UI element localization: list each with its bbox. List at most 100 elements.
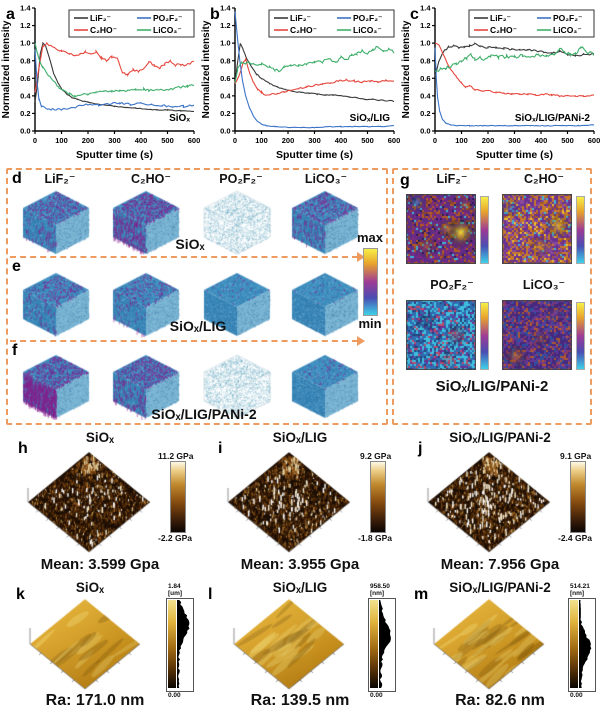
colorbar-max-label: max [356, 230, 384, 245]
g-map-lico3 [502, 300, 572, 370]
svg-text:Normalized intensity: Normalized intensity [201, 20, 212, 118]
svg-text:1.0: 1.0 [20, 39, 30, 48]
ra-label-l: Ra: 139.5 nm [250, 692, 350, 709]
panel-letter-j: j [418, 440, 423, 457]
cube-e-lico [289, 270, 361, 338]
panel-letter-h: h [18, 440, 28, 457]
g-colorbar-lico3 [576, 302, 585, 370]
sample-label-f: SiOₓ/LIG/PANi-2 [151, 406, 257, 422]
panel-letter-b: b [210, 6, 220, 23]
svg-text:0.8: 0.8 [220, 56, 230, 65]
svg-text:1.2: 1.2 [20, 21, 30, 30]
svg-text:0.6: 0.6 [420, 74, 430, 83]
modulus-colorbar-i [370, 461, 386, 533]
topo-title-m: SiOₓ/LIG/PANi-2 [449, 580, 551, 595]
svg-text:1.0: 1.0 [420, 39, 430, 48]
svg-text:100: 100 [255, 136, 268, 145]
modulus-panel-h: h SiOₓ 11.2 GPa -2.2 GPa Mean: 3.599 Gpa [0, 430, 200, 578]
svg-text:1.4: 1.4 [420, 4, 431, 13]
topo-cbar-bottom-l: 0.00 [370, 692, 383, 699]
svg-text:200: 200 [82, 136, 95, 145]
panel-letter-f: f [12, 342, 18, 359]
g-label-c2ho: C₂HO⁻ [524, 172, 564, 186]
panel-letter-d: d [12, 170, 22, 187]
svg-text:0.4: 0.4 [20, 91, 31, 100]
modulus-cbar-bottom-i: -1.8 GPa [358, 533, 393, 543]
svg-text:500: 500 [561, 136, 574, 145]
cube-f-lico [289, 352, 361, 420]
svg-text:LiCO₃⁻: LiCO₃⁻ [153, 25, 182, 35]
topo-surface-m [428, 594, 550, 694]
tof-sims-3d-box: d e f LiF₂⁻ C₂HO⁻ PO₂F₂⁻ LiCO₃⁻ SiOₓ SiO… [6, 168, 388, 425]
panel-letter-l: l [208, 586, 213, 603]
svg-text:0.2: 0.2 [420, 109, 430, 118]
colorbar-min-label: min [358, 316, 382, 331]
svg-text:300: 300 [108, 136, 121, 145]
height-histogram-m [579, 600, 592, 688]
modulus-colorbar-h [170, 461, 186, 533]
cube-e-lif [20, 270, 92, 338]
g-sample-label: SiOₓ/LIG/PANi-2 [435, 378, 549, 395]
svg-text:600: 600 [188, 136, 200, 145]
svg-text:0.0: 0.0 [220, 127, 230, 136]
g-colorbar-c2ho [576, 196, 585, 264]
svg-text:400: 400 [535, 136, 548, 145]
svg-text:1.2: 1.2 [220, 21, 230, 30]
svg-text:0.2: 0.2 [220, 109, 230, 118]
svg-text:0.6: 0.6 [220, 74, 230, 83]
height-histogram-l [379, 600, 391, 688]
panel-letter-m: m [414, 586, 429, 603]
modulus-title-i: SiOₓ/LIG [272, 430, 328, 445]
topo-surface-l [228, 594, 350, 694]
svg-text:300: 300 [308, 136, 321, 145]
svg-text:500: 500 [361, 136, 374, 145]
svg-text:Normalized intensity: Normalized intensity [401, 20, 412, 118]
svg-text:0.4: 0.4 [220, 91, 231, 100]
sample-label-d: SiOₓ [175, 236, 205, 252]
dashed-arrow-1 [10, 252, 365, 262]
svg-text:0.8: 0.8 [420, 56, 430, 65]
dashed-arrow-2 [10, 336, 365, 346]
svg-text:SiOₓ/LIG: SiOₓ/LIG [350, 113, 391, 124]
svg-text:PO₂F₂⁻: PO₂F₂⁻ [153, 13, 183, 23]
modulus-cbar-top-h: 11.2 GPa [158, 451, 194, 461]
chart-c-plot: 0.0 0.2 0.4 0.6 0.8 1.0 1.2 1.4 0 100 200 300 400 500… [401, 4, 600, 161]
modulus-cbar-bottom-j: -2.4 GPa [558, 533, 593, 543]
topo-panel-k: k SiOₓ 1.84 [um] 0.00 Ra: 171.0 nm [0, 578, 200, 711]
mean-label-i: Mean: 3.955 Gpa [240, 556, 360, 573]
chart-panel-c: c 0.0 0.2 0.4 0.6 0.8 1.0 1.2 1.4 0 100 200 300 400 5… [400, 0, 600, 165]
topo-panel-m: m SiOₓ/LIG/PANi-2 514.21 [nm] 0.00 Ra: 82… [400, 578, 600, 711]
height-histogram-k [177, 600, 190, 688]
svg-text:400: 400 [335, 136, 348, 145]
svg-text:0.6: 0.6 [20, 74, 30, 83]
svg-text:Sputter time (s): Sputter time (s) [476, 149, 553, 161]
svg-text:0.2: 0.2 [20, 109, 30, 118]
topo-cbar-bottom-m: 0.00 [570, 692, 583, 699]
modulus-panel-i: i SiOₓ/LIG 9.2 GPa -1.8 GPa Mean: 3.955 … [200, 430, 400, 578]
sample-label-e: SiOₓ/LIG [169, 318, 227, 334]
svg-text:600: 600 [588, 136, 600, 145]
g-label-lico3: LiCO₃⁻ [522, 278, 566, 292]
panel-letter-c: c [410, 6, 419, 23]
svg-text:0.0: 0.0 [20, 127, 30, 136]
svg-text:Sputter time (s): Sputter time (s) [76, 149, 153, 161]
svg-text:LiF₂⁻: LiF₂⁻ [290, 13, 311, 23]
svg-text:1.4: 1.4 [220, 4, 231, 13]
panel-letter-g: g [400, 172, 410, 189]
cube-f-pof [201, 352, 273, 420]
chart-panel-a: a 0.0 0.2 0.4 0.6 0.8 1.0 1.2 1.4 0 100 200 300 400 5… [0, 0, 200, 165]
svg-text:500: 500 [161, 136, 174, 145]
cube-e-pof [201, 270, 273, 338]
topo-title-k: SiOₓ [75, 580, 105, 595]
svg-text:0.4: 0.4 [420, 91, 431, 100]
svg-text:SiOₓ/LIG/PANi-2: SiOₓ/LIG/PANi-2 [515, 113, 591, 124]
panel-letter-i: i [218, 440, 223, 457]
svg-text:300: 300 [508, 136, 521, 145]
svg-text:0: 0 [233, 136, 237, 145]
svg-text:PO₂F₂⁻: PO₂F₂⁻ [353, 13, 383, 23]
chart-a-plot: 0.0 0.2 0.4 0.6 0.8 1.0 1.2 1.4 0 100 200 300 400 500… [1, 4, 200, 161]
mean-label-h: Mean: 3.599 Gpa [40, 556, 160, 573]
g-map-lif2 [406, 194, 476, 264]
modulus-panel-j: j SiOₓ/LIG/PANi-2 9.1 GPa -2.4 GPa Mean:… [400, 430, 600, 578]
